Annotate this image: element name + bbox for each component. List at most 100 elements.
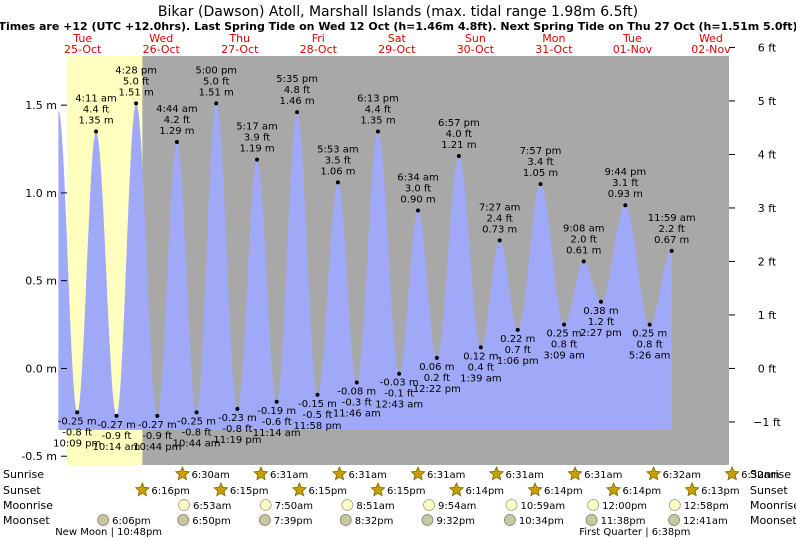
sunset-time: 6:14pm <box>623 486 662 497</box>
sunset-time: 6:14pm <box>466 486 505 497</box>
low-tide-label: 12:22 pm <box>413 384 461 395</box>
high-tide-label: 4.4 ft <box>83 104 109 115</box>
sunset-time: 6:16pm <box>151 486 190 497</box>
moonrise-time: 6:53am <box>193 501 231 512</box>
moonrise-time: 8:51am <box>356 501 394 512</box>
high-tide-label: 3.0 ft <box>405 183 431 194</box>
row-label-right: Sunrise <box>750 468 791 481</box>
moonrise-time: 9:54am <box>438 501 476 512</box>
high-tide-label: 0.90 m <box>400 194 435 205</box>
sun-icon <box>174 465 191 481</box>
low-tide-label: 0.38 m <box>583 306 618 317</box>
low-tide-label: -0.27 m <box>97 420 136 431</box>
moon-icon <box>423 499 435 511</box>
high-tide-label: 6:34 am <box>397 172 439 183</box>
high-tide-label: 1.05 m <box>523 168 558 179</box>
y-tick-label-right: 4 ft <box>758 148 777 161</box>
tide-point <box>274 399 279 404</box>
moonrise-time: 10:59am <box>520 501 565 512</box>
high-tide-label: 2.0 ft <box>571 234 597 245</box>
sunset-time: 6:15pm <box>387 486 426 497</box>
high-tide-label: 3.4 ft <box>527 157 553 168</box>
tide-point <box>647 322 652 327</box>
day-date: 28-Oct <box>300 43 338 56</box>
moon-icon <box>97 514 110 526</box>
moonrise-time: 7:50am <box>275 501 313 512</box>
high-tide-label: 0.73 m <box>482 224 517 235</box>
sunrise-time: 6:31am <box>348 470 386 481</box>
high-tide-label: 1.19 m <box>239 144 274 155</box>
sun-icon <box>684 481 700 497</box>
row-label-right: Moonset <box>750 514 796 527</box>
low-tide-label: 10:14 am <box>93 442 141 453</box>
tide-point <box>295 110 300 115</box>
day-date: 27-Oct <box>221 43 259 56</box>
low-tide-label: 0.25 m <box>546 329 581 340</box>
high-tide-label: 1.21 m <box>441 140 476 151</box>
high-tide-label: 4.0 ft <box>446 129 472 140</box>
high-tide-label: 6:57 pm <box>438 118 480 129</box>
high-tide-label: 0.61 m <box>566 245 601 256</box>
high-tide-label: 5.0 ft <box>203 76 229 87</box>
day-date: 01-Nov <box>613 43 653 56</box>
sun-icon <box>331 465 348 481</box>
y-axis-left: 1.5 m 1.0 m 0.5 m 0.0 m -0.5 m <box>21 99 67 463</box>
tide-point <box>194 410 199 415</box>
day-weekday: Wed <box>149 32 173 45</box>
sun-icon <box>448 481 465 497</box>
moonrise-time: 12:58pm <box>684 501 729 512</box>
high-tide-label: 9:08 am <box>563 223 605 234</box>
low-tide-label: -0.6 ft <box>262 417 292 428</box>
sun-icon <box>488 465 505 481</box>
low-tide-label: 0.12 m <box>463 351 498 362</box>
tide-curve <box>58 103 672 430</box>
sun-icon <box>527 481 543 497</box>
high-tide-label: 7:57 pm <box>520 146 562 157</box>
row-label-left: Moonrise <box>3 499 53 512</box>
low-tide-label: 10:09 pm <box>53 438 101 449</box>
sunrise-time: 6:32am <box>663 470 701 481</box>
tide-point <box>416 208 421 213</box>
high-tide-label: 4:28 pm <box>115 65 157 76</box>
sunrise-time: 6:31am <box>427 470 465 481</box>
high-tide-label: 11:59 am <box>648 213 696 224</box>
high-tide-label: 1.51 m <box>199 87 234 98</box>
high-tide-label: 3.9 ft <box>244 133 270 144</box>
tide-point <box>255 157 260 162</box>
sunrise-time: 6:31am <box>270 470 308 481</box>
tide-point <box>669 248 674 253</box>
row-label-left: Sunset <box>3 484 41 497</box>
moon-icon <box>178 499 190 511</box>
moonset-time: 11:38pm <box>601 516 646 527</box>
tide-point <box>75 410 80 415</box>
low-tide-label: 0.06 m <box>419 362 454 373</box>
tide-point <box>581 259 586 264</box>
sun-icon <box>253 465 269 481</box>
high-tide-label: 0.67 m <box>654 235 689 246</box>
low-tide-label: 0.2 ft <box>424 373 450 384</box>
day-date: 26-Oct <box>143 43 181 56</box>
tide-point <box>335 180 340 185</box>
high-tide-label: 4.8 ft <box>284 85 310 96</box>
low-tide-label: -0.08 m <box>337 386 376 397</box>
low-tide-label: 0.4 ft <box>468 362 494 373</box>
low-tide-label: 11:58 pm <box>293 421 341 432</box>
moon-icon <box>259 499 272 511</box>
low-tide-label: -0.8 ft <box>182 427 212 438</box>
low-tide-label: 10:44 pm <box>133 442 181 453</box>
low-tide-label: -0.8 ft <box>222 424 252 435</box>
moon-icon <box>504 514 516 526</box>
moon-icon <box>585 514 598 526</box>
sun-icon <box>605 481 622 497</box>
high-tide-label: 4:11 am <box>75 93 117 104</box>
day-weekday: Tue <box>72 32 92 45</box>
tide-point <box>478 345 483 350</box>
tide-point <box>354 380 359 385</box>
sun-icon <box>410 465 426 481</box>
high-tide-label: 0.93 m <box>608 189 643 200</box>
low-tide-label: 1:06 pm <box>497 356 539 367</box>
row-label-left: Sunrise <box>3 468 44 481</box>
moon-icon <box>341 499 354 511</box>
low-tide-label: -0.23 m <box>218 413 257 424</box>
